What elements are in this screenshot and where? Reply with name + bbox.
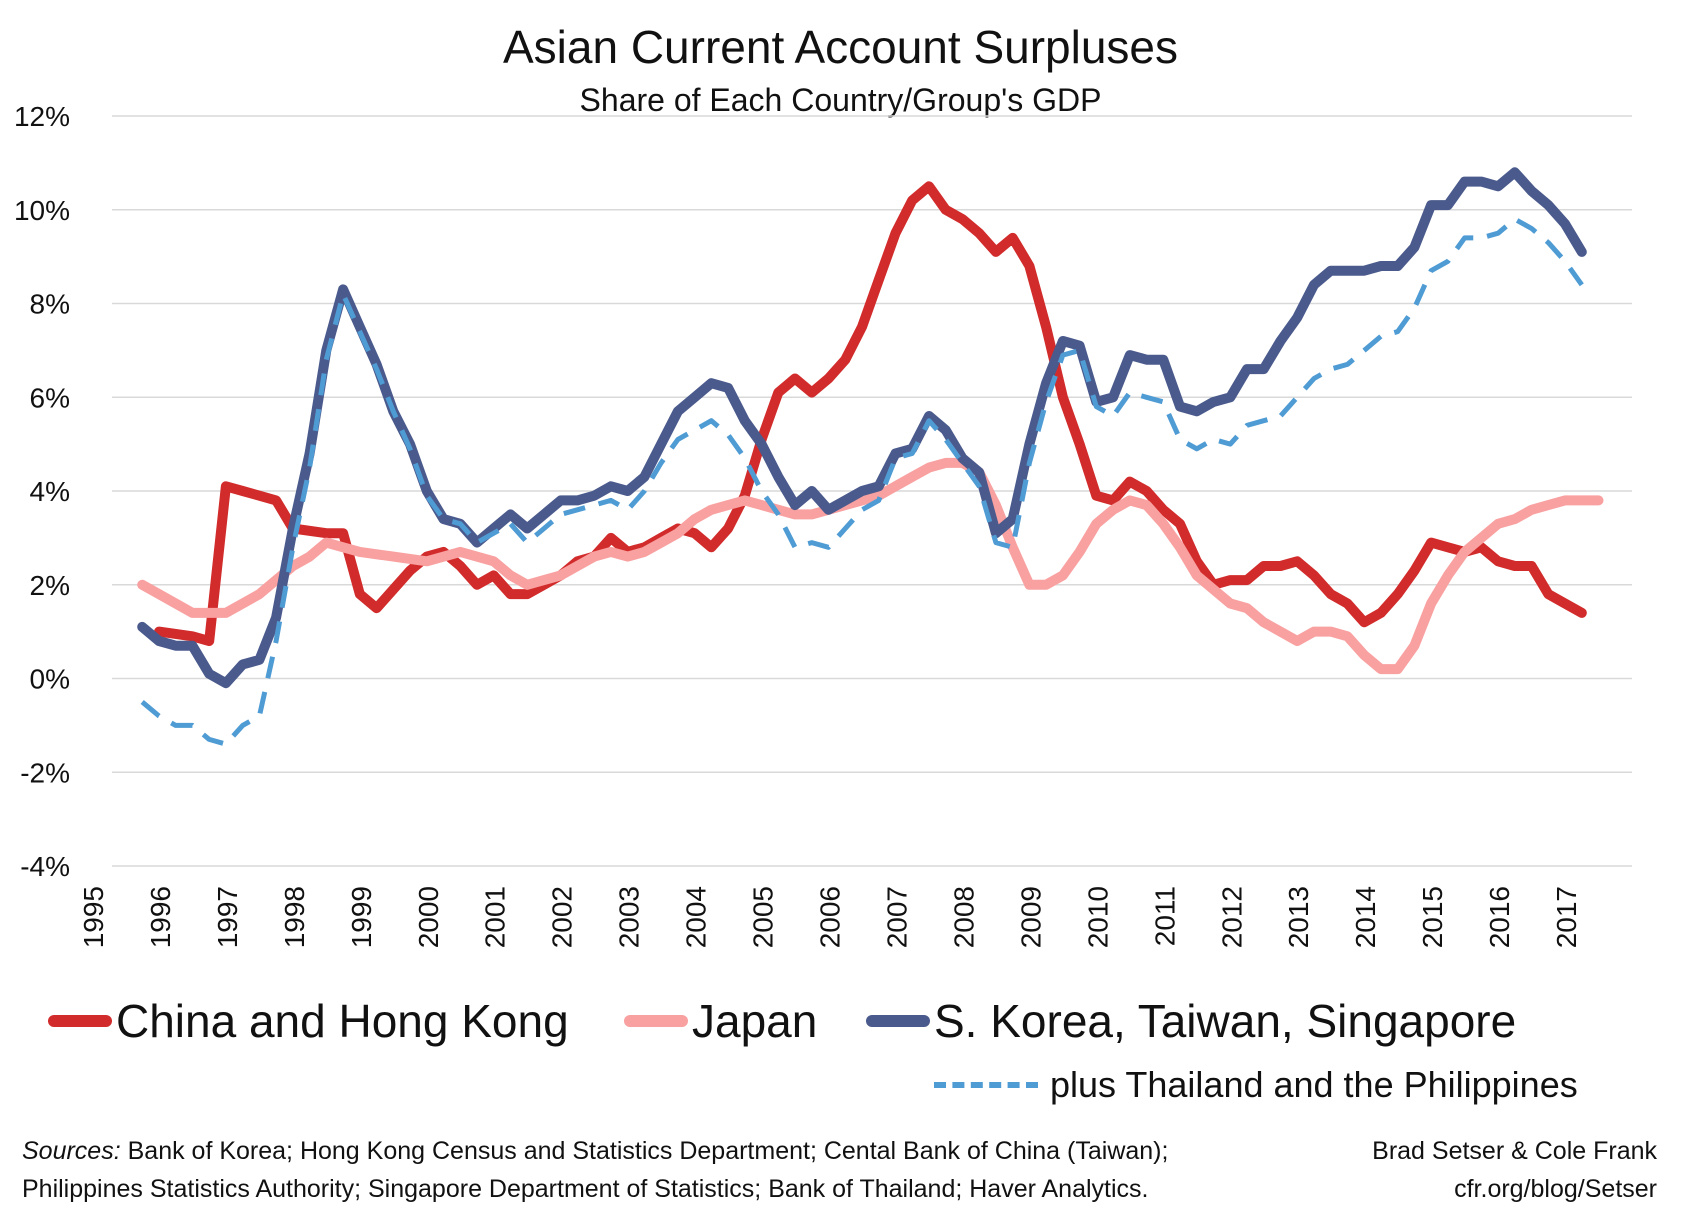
y-tick-label: 0% <box>30 664 70 695</box>
series-line-2 <box>137 167 1587 689</box>
legend-item-china: China and Hong Kong <box>48 994 569 1048</box>
y-tick-label: -4% <box>20 851 70 882</box>
x-tick-label: 2007 <box>881 886 912 948</box>
legend-label-china: China and Hong Kong <box>116 995 569 1047</box>
legend-item-korea: S. Korea, Taiwan, Singapore <box>866 994 1516 1048</box>
x-tick-label: 2011 <box>1149 886 1180 946</box>
y-tick-label: 2% <box>30 570 70 601</box>
x-tick-label: 2005 <box>748 886 779 948</box>
x-tick-label: 2004 <box>681 886 712 948</box>
y-tick-label: 4% <box>30 476 70 507</box>
credit-authors: Brad Setser & Cole Frank <box>1372 1137 1657 1165</box>
y-tick-label: -2% <box>20 757 70 788</box>
x-tick-label: 2003 <box>614 886 645 948</box>
x-tick-label: 2015 <box>1417 886 1448 948</box>
credit: Brad Setser & Cole Frank cfr.org/blog/Se… <box>1372 1132 1657 1208</box>
x-tick-label: 2009 <box>1015 886 1046 948</box>
legend-label-thailand: plus Thailand and the Philippines <box>1050 1064 1578 1105</box>
x-tick-label: 2001 <box>480 886 511 948</box>
legend-item-thailand: plus Thailand and the Philippines <box>934 1064 1578 1106</box>
sources-note: Sources: Bank of Korea; Hong Kong Census… <box>22 1132 1322 1208</box>
x-tick-label: 1995 <box>78 886 109 948</box>
y-tick-label: 6% <box>30 382 70 413</box>
credit-url: cfr.org/blog/Setser <box>1454 1175 1657 1203</box>
legend-label-japan: Japan <box>692 995 818 1047</box>
x-tick-label: 1999 <box>346 886 377 948</box>
chart-subtitle: Share of Each Country/Group's GDP <box>579 82 1102 118</box>
series-line-0 <box>154 181 1587 646</box>
x-tick-label: 2013 <box>1283 886 1314 948</box>
x-tick-label: 2006 <box>815 886 846 948</box>
sources-label: Sources: <box>22 1137 121 1165</box>
x-tick-label: 2012 <box>1216 886 1247 948</box>
sources-text-1: Bank of Korea; Hong Kong Census and Stat… <box>120 1137 1169 1165</box>
x-tick-label: 2014 <box>1350 886 1381 948</box>
x-tick-label: 1997 <box>212 886 243 948</box>
legend-label-korea: S. Korea, Taiwan, Singapore <box>934 995 1517 1047</box>
legend-item-japan: Japan <box>624 994 817 1048</box>
sources-line-1: Sources: Bank of Korea; Hong Kong Census… <box>22 1132 1322 1170</box>
x-tick-label: 2008 <box>948 886 979 948</box>
legend-swatch-thailand <box>934 1082 1038 1088</box>
y-tick-label: 8% <box>30 289 70 320</box>
series-line-1 <box>137 457 1604 675</box>
x-tick-label: 1996 <box>145 886 176 948</box>
x-tick-label: 2000 <box>413 886 444 948</box>
legend-swatch-korea <box>866 1015 930 1027</box>
y-tick-label: 10% <box>14 195 70 226</box>
x-tick-label: 1998 <box>279 886 310 948</box>
x-tick-label: 2010 <box>1082 886 1113 948</box>
x-tick-label: 2016 <box>1484 886 1515 948</box>
legend-swatch-japan <box>624 1015 688 1027</box>
sources-line-2: Philippines Statistics Authority; Singap… <box>22 1175 1149 1203</box>
series-line-3 <box>140 216 1584 747</box>
y-tick-label: 12% <box>14 101 70 132</box>
chart-title: Asian Current Account Surpluses <box>502 21 1179 73</box>
legend-swatch-china <box>48 1015 112 1027</box>
x-tick-label: 2002 <box>547 886 578 948</box>
x-tick-label: 2017 <box>1551 886 1582 948</box>
